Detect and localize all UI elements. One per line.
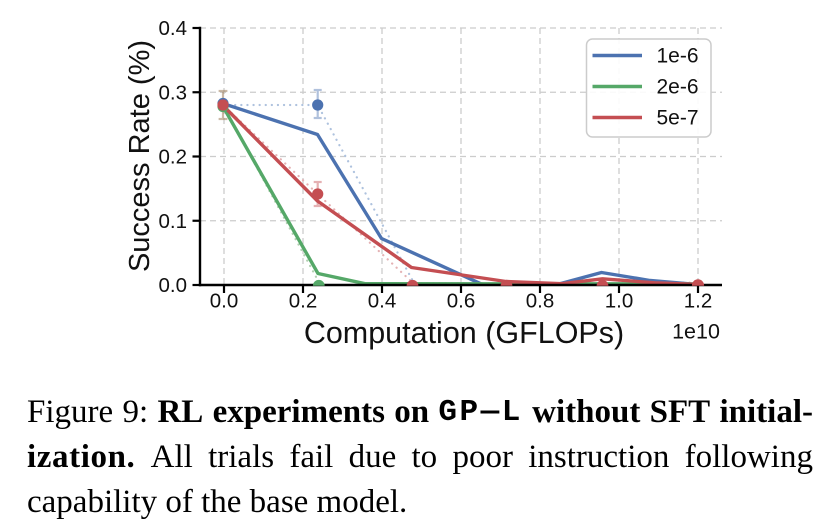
- svg-text:0.6: 0.6: [447, 290, 476, 313]
- svg-text:1.2: 1.2: [684, 290, 713, 313]
- svg-text:5e-7: 5e-7: [657, 107, 699, 130]
- svg-text:0.0: 0.0: [210, 290, 239, 313]
- svg-text:0.0: 0.0: [159, 274, 188, 297]
- svg-text:0.8: 0.8: [526, 290, 555, 313]
- svg-text:0.1: 0.1: [159, 210, 188, 233]
- svg-text:Computation (GFLOPs): Computation (GFLOPs): [304, 316, 624, 350]
- svg-text:Success Rate (%): Success Rate (%): [124, 40, 156, 272]
- svg-text:0.3: 0.3: [159, 81, 188, 104]
- svg-text:1e-6: 1e-6: [657, 45, 699, 68]
- svg-text:0.4: 0.4: [159, 17, 188, 40]
- svg-text:2e-6: 2e-6: [657, 76, 699, 99]
- svg-text:1e10: 1e10: [672, 320, 720, 344]
- svg-text:1.0: 1.0: [605, 290, 634, 313]
- svg-text:0.2: 0.2: [159, 146, 188, 169]
- svg-text:0.4: 0.4: [368, 290, 397, 313]
- svg-text:0.2: 0.2: [289, 290, 318, 313]
